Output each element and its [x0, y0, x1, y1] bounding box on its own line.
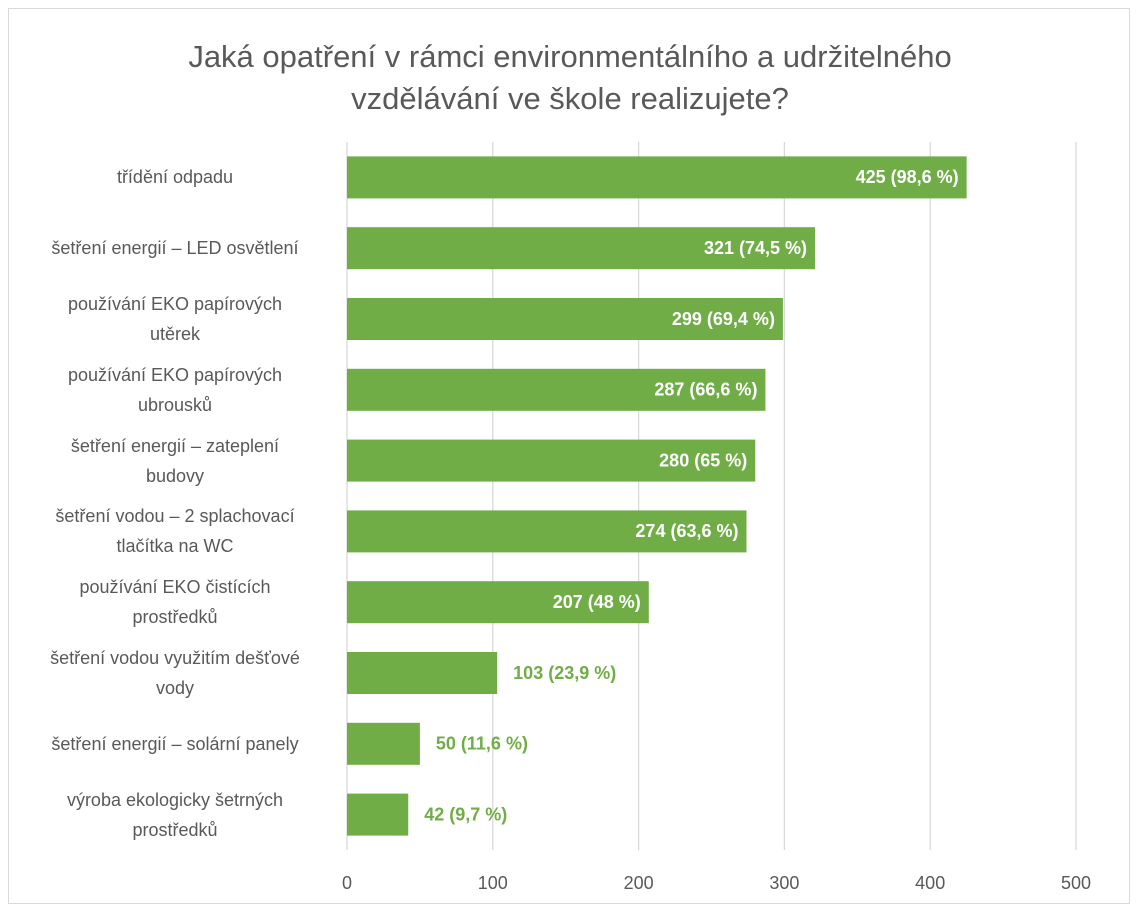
- y-tick-label: šetření vodou – 2 splachovací tlačítka n…: [55, 506, 295, 557]
- bar: [347, 227, 816, 270]
- bar: [347, 722, 420, 765]
- x-tick-label: 400: [915, 873, 945, 893]
- chart-title: Jaká opatření v rámci environmentálního …: [188, 39, 952, 116]
- data-label: 299 (69,4 %): [672, 309, 775, 329]
- bar: [347, 298, 783, 340]
- bar: [347, 793, 409, 836]
- bar: [347, 510, 747, 553]
- bar: [347, 156, 967, 199]
- y-tick-label: šetření vodou využitím dešťové vody: [50, 648, 300, 698]
- chart-frame: [8, 8, 1130, 904]
- data-label: 274 (63,6 %): [635, 521, 738, 541]
- x-tick-label: 200: [624, 873, 654, 893]
- bar: [347, 439, 756, 482]
- data-label: 103 (23,9 %): [513, 663, 616, 683]
- data-label: 42 (9,7 %): [424, 804, 507, 824]
- x-tick-label: 300: [769, 873, 799, 893]
- y-tick-label: používání EKO papírových utěrek: [67, 294, 283, 344]
- y-tick-label: šetření energií – LED osvětlení: [51, 238, 299, 259]
- data-label: 280 (65 %): [659, 450, 747, 470]
- bar: [347, 368, 766, 411]
- data-label: 50 (11,6 %): [436, 734, 528, 754]
- y-tick-label: šetření energií – zateplení budovy: [70, 435, 280, 486]
- x-tick-label: 0: [342, 873, 352, 893]
- x-tick-label: 500: [1061, 873, 1091, 893]
- y-tick-label: používání EKO čistících prostředků: [79, 577, 271, 628]
- data-label: 425 (98,6 %): [856, 167, 959, 187]
- data-label: 207 (48 %): [553, 592, 641, 612]
- y-tick-label: používání EKO papírových ubrousků: [67, 364, 283, 415]
- data-label: 321 (74,5 %): [704, 238, 807, 258]
- x-tick-label: 100: [478, 873, 508, 893]
- y-tick-label: výroba ekologicky šetrných prostředků: [66, 789, 284, 840]
- y-tick-label: šetření energií – solární panely: [51, 733, 299, 754]
- bar: [347, 581, 649, 624]
- bar: [347, 652, 498, 694]
- data-label: 287 (66,6 %): [654, 380, 757, 400]
- y-tick-label: třídění odpadu: [116, 167, 234, 188]
